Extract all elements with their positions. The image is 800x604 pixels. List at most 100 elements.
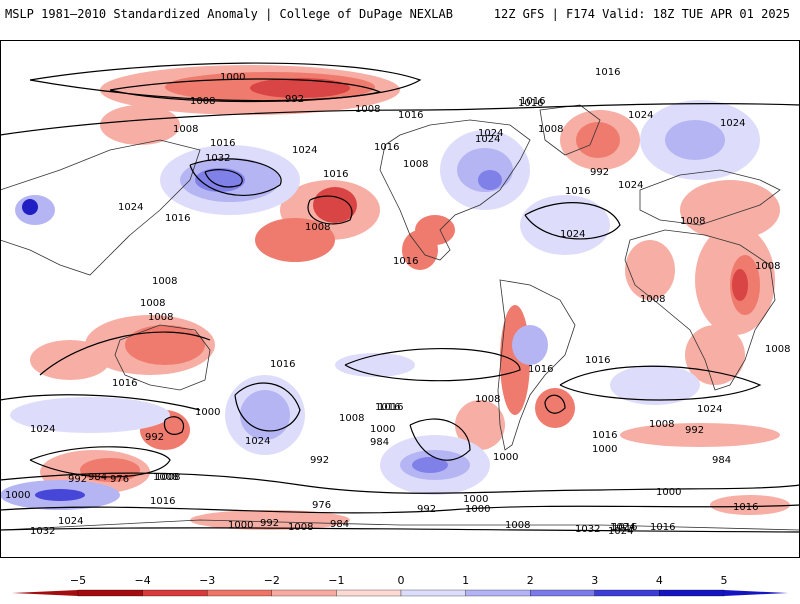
isobar-label: 1008 <box>538 124 563 135</box>
isobar-label: 1008 <box>765 344 790 355</box>
isobar-label: 1016 <box>323 169 348 180</box>
isobar-label: 1008 <box>505 520 530 531</box>
isobar-label: 1008 <box>152 276 177 287</box>
isobar-label: 992 <box>285 94 304 105</box>
isobar-label: 1008 <box>355 104 380 115</box>
isobar-label: 1000 <box>465 504 490 515</box>
isobar-label: 1016 <box>112 378 137 389</box>
isobar-label: 992 <box>145 432 164 443</box>
isobar-label: 1008 <box>148 312 173 323</box>
colorbar-swatch <box>207 589 272 597</box>
header-bar: MSLP 1981–2010 Standardized Anomaly | Co… <box>0 0 800 40</box>
isobar-label: 984 <box>88 472 107 483</box>
isobar-label: 992 <box>310 455 329 466</box>
colorbar-tick-label: −4 <box>134 574 150 587</box>
isobar-label: 1024 <box>58 516 83 527</box>
isobar-label: 1000 <box>228 520 253 531</box>
isobar-label: 992 <box>685 425 704 436</box>
colorbar-tick-label: 5 <box>721 574 728 587</box>
isobar-label: 1016 <box>375 402 400 413</box>
isobar-label: 976 <box>110 474 129 485</box>
colorbar-swatches <box>12 589 788 597</box>
isobar-labels: 1000 992 1008 1008 1016 1024 1016 1008 1… <box>5 67 790 537</box>
colorbar-swatch <box>336 589 402 597</box>
isobar-label: 1016 <box>595 67 620 78</box>
isobar-label: 1008 <box>680 216 705 227</box>
isobar-label: 1024 <box>118 202 143 213</box>
colorbar-tick-label: 1 <box>462 574 469 587</box>
isobar-label: 1032 <box>205 153 230 164</box>
colorbar-tick-label: −5 <box>70 574 86 587</box>
isobar-label: 1008 <box>649 419 674 430</box>
isobar-label: 1008 <box>755 261 780 272</box>
isobars <box>0 62 800 533</box>
isobar-label: 1024 <box>608 526 633 537</box>
isobar-label: 1016 <box>165 213 190 224</box>
colorbar-swatch <box>142 589 208 597</box>
isobar-label: 1024 <box>478 128 503 139</box>
isobar-label: 992 <box>417 504 436 515</box>
isobar-label: 1016 <box>518 98 543 109</box>
coastlines <box>0 104 800 531</box>
anomaly-map: 1000 992 1008 1008 1016 1024 1016 1008 1… <box>0 40 800 558</box>
isobar-label: 1016 <box>612 522 637 533</box>
isobar-label: 992 <box>590 167 609 178</box>
isobar-label: 1016 <box>733 502 758 513</box>
isobar-label: 1024 <box>292 145 317 156</box>
isobar-label: 1008 <box>403 159 428 170</box>
isobar-label: 1008 <box>140 298 165 309</box>
isobar-label: 1024 <box>560 229 585 240</box>
isobar-label: 1000 <box>592 444 617 455</box>
colorbar-tick-label: 0 <box>398 574 405 587</box>
colorbar-swatch <box>659 589 725 597</box>
isobar-label: 1008 <box>173 124 198 135</box>
isobar-label: 1000 <box>195 407 220 418</box>
isobar-label: 1016 <box>210 138 235 149</box>
isobar-label: 1008 <box>640 294 665 305</box>
isobar-label: 1016 <box>374 142 399 153</box>
isobar-label: 1000 <box>5 490 30 501</box>
isobar-label: 1016 <box>650 522 675 533</box>
isobar-label: 1000 <box>220 72 245 83</box>
isobar-label: 1016 <box>393 256 418 267</box>
colorbar-tick-label: 2 <box>527 574 534 587</box>
isobar-label: 1032 <box>30 526 55 537</box>
isobar-label: 1024 <box>245 436 270 447</box>
isobar-label: 984 <box>712 455 731 466</box>
isobar-label: 1016 <box>592 430 617 441</box>
colorbar-swatch <box>465 589 531 597</box>
valid-time: 12Z GFS | F174 Valid: 18Z TUE APR 01 202… <box>493 7 790 21</box>
colorbar-swatch <box>530 589 595 597</box>
isobar-label: 1032 <box>575 524 600 535</box>
colorbar-swatch <box>594 589 660 597</box>
colorbar-swatch <box>400 589 466 597</box>
anomaly-colorbar: −5 −4 −3 −2 −1 0 1 2 3 4 5 <box>0 558 800 600</box>
isobar-label: 1016 <box>398 110 423 121</box>
isobar-label: 1024 <box>720 118 745 129</box>
colorbar-swatch <box>271 589 337 597</box>
isobar-label: 1008 <box>288 522 313 533</box>
isobar-label: 984 <box>330 519 349 530</box>
isobar-label: 992 <box>68 474 87 485</box>
colorbar-ticks: −5 −4 −3 −2 −1 0 1 2 3 4 5 <box>70 574 728 587</box>
isobar-label: 1016 <box>520 96 545 107</box>
isobar-label: 1008 <box>190 96 215 107</box>
isobar-label: 1024 <box>610 522 635 533</box>
isobar-label: 1008 <box>475 394 500 405</box>
isobar-label: 1024 <box>618 180 643 191</box>
isobar-label: 1016 <box>378 402 403 413</box>
colorbar-tick-label: 3 <box>591 574 598 587</box>
isobar-label: 1016 <box>585 355 610 366</box>
colorbar-tick-label: 4 <box>656 574 663 587</box>
isobar-label: 1008 <box>339 413 364 424</box>
isobar-label: 1000 <box>656 487 681 498</box>
isobar-label: 1016 <box>270 359 295 370</box>
isobar-label: 1008 <box>155 472 180 483</box>
isobar-label: 976 <box>312 500 331 511</box>
isobar-label: 1016 <box>150 496 175 507</box>
isobar-label: 1000 <box>493 452 518 463</box>
isobar-label: 1008 <box>153 472 178 483</box>
isobar-label: 1000 <box>370 424 395 435</box>
isobar-label: 1024 <box>628 110 653 121</box>
isobar-label: 1008 <box>305 222 330 233</box>
